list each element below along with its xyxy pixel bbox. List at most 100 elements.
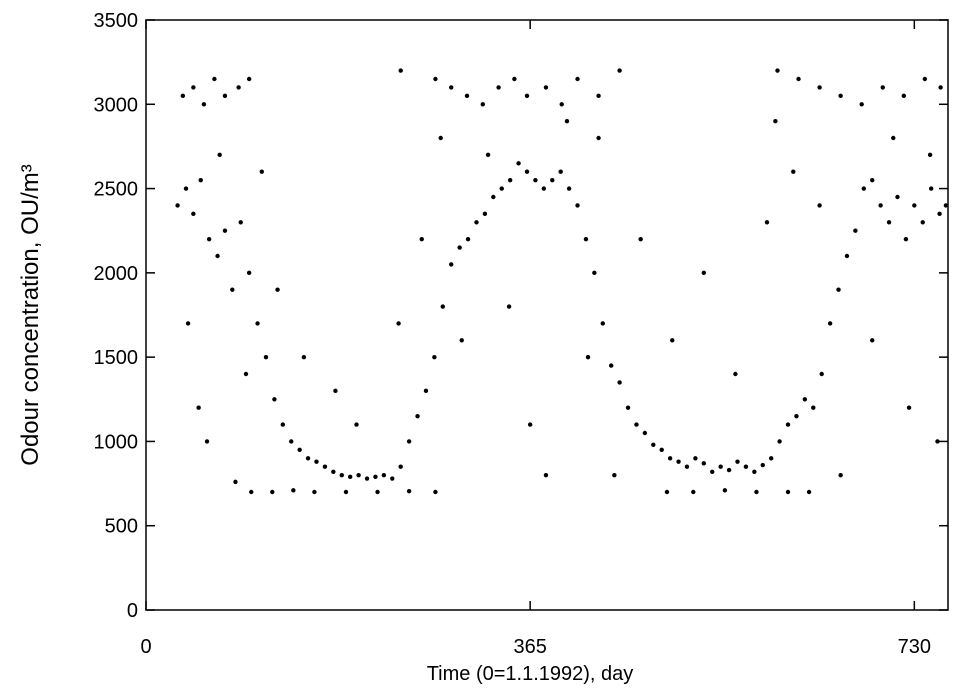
data-point [440, 304, 446, 309]
data-point [524, 169, 530, 174]
data-point [791, 169, 796, 174]
data-point [272, 397, 277, 402]
data-point [249, 489, 254, 495]
data-point [691, 489, 696, 495]
data-point [743, 464, 749, 469]
data-point [794, 413, 799, 419]
data-point [312, 489, 317, 495]
data-point [600, 321, 605, 326]
data-point [198, 177, 203, 183]
data-point [701, 461, 707, 466]
data-point [354, 422, 359, 427]
data-point [465, 236, 471, 242]
data-point [836, 287, 841, 292]
data-point [564, 118, 570, 124]
data-point [175, 203, 180, 208]
data-point [191, 211, 196, 217]
data-point [196, 405, 201, 410]
data-point [375, 489, 380, 495]
data-point [449, 262, 454, 267]
data-point [853, 228, 858, 233]
data-point [301, 354, 307, 360]
data-point [419, 236, 424, 242]
data-point [710, 469, 715, 474]
data-point [236, 85, 241, 90]
data-point [638, 236, 643, 242]
data-point [625, 405, 631, 410]
y-tick-label: 3500 [94, 10, 139, 32]
data-point [870, 177, 875, 183]
data-point [903, 236, 909, 242]
data-point [191, 85, 196, 90]
data-point [423, 388, 429, 394]
data-point [754, 489, 759, 495]
x-tick-label: 730 [898, 636, 931, 658]
data-point [928, 186, 934, 191]
data-point [785, 422, 791, 427]
data-point [406, 488, 412, 494]
data-point [482, 211, 488, 217]
data-point [817, 203, 822, 208]
data-point [491, 194, 496, 200]
data-point [381, 472, 387, 478]
data-point [775, 68, 780, 73]
data-point [922, 76, 928, 82]
data-point [844, 253, 850, 259]
data-point [634, 422, 639, 427]
data-point [459, 338, 464, 343]
data-point [398, 464, 403, 469]
data-point [305, 456, 311, 461]
data-point [817, 85, 822, 90]
data-point [895, 194, 900, 200]
data-point [838, 472, 843, 478]
data-point [722, 488, 728, 493]
data-point [726, 467, 732, 473]
x-axis-label: Time (0=1.1.1992), day [427, 663, 634, 685]
data-point [270, 489, 275, 495]
x-tick-label: 0 [140, 636, 151, 658]
data-point [322, 464, 328, 469]
data-point [920, 220, 925, 225]
data-point [259, 169, 264, 174]
data-point [457, 245, 462, 250]
data-point [938, 85, 943, 90]
data-point [927, 152, 933, 158]
data-point [596, 93, 601, 99]
data-point [819, 371, 824, 377]
data-point [343, 489, 349, 495]
data-point [246, 270, 252, 276]
plot-frame [145, 19, 949, 611]
data-point [558, 169, 563, 174]
data-point [878, 203, 883, 208]
data-point [642, 430, 648, 436]
data-point [289, 439, 294, 444]
data-point [499, 186, 504, 191]
data-point [764, 220, 770, 225]
data-point [185, 321, 191, 326]
data-point [291, 488, 296, 493]
data-point [566, 186, 572, 191]
y-tick-label: 1000 [94, 431, 139, 453]
data-point [612, 472, 617, 478]
data-point [773, 118, 778, 124]
y-tick-label: 3000 [94, 94, 139, 116]
data-point [760, 462, 765, 468]
data-point [230, 287, 235, 292]
data-point [297, 447, 302, 453]
data-point [651, 442, 656, 447]
data-point [693, 456, 698, 461]
data-point [396, 321, 401, 326]
data-point [592, 270, 597, 276]
data-point [373, 474, 378, 480]
data-point [550, 177, 555, 183]
data-point [206, 236, 212, 242]
data-point [912, 203, 917, 208]
x-tick-label: 365 [513, 636, 546, 658]
data-point [222, 228, 228, 233]
data-point [811, 405, 816, 410]
data-point [935, 439, 940, 444]
data-point [480, 102, 485, 107]
data-point [415, 413, 420, 419]
data-point [527, 422, 533, 427]
data-point [543, 472, 549, 478]
